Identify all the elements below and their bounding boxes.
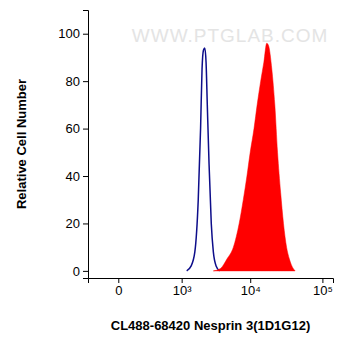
x-tick-label: 10³ — [173, 283, 192, 298]
y-tick: 40 — [66, 169, 88, 184]
y-tick-mark — [83, 34, 88, 35]
y-tick-mark — [83, 271, 88, 272]
chart: WWW.PTGLAB.COM 0 10³ 10⁴ 10⁵ 0 20 40 60 80 100 CL48… — [0, 0, 361, 356]
y-axis: 0 20 40 60 80 100 — [58, 11, 88, 279]
y-tick-label: 100 — [58, 26, 80, 41]
y-tick-label: 80 — [66, 74, 80, 89]
y-tick-mark — [83, 223, 88, 224]
y-tick: 60 — [66, 121, 88, 136]
y-tick-mark — [83, 176, 88, 177]
x-tick-label: 10⁵ — [313, 283, 333, 298]
histogram-line — [187, 48, 220, 271]
watermark: WWW.PTGLAB.COM — [132, 25, 329, 46]
y-tick: 20 — [66, 216, 88, 231]
x-tick-label: 0 — [115, 283, 122, 298]
y-tick: 80 — [66, 74, 88, 89]
y-tick-label: 20 — [66, 216, 80, 231]
x-axis-title: CL488-68420 Nesprin 3(1D1G12) — [111, 318, 310, 333]
x-tick: 10⁴ — [241, 278, 261, 298]
y-tick-label: 40 — [66, 169, 80, 184]
y-tick-mark — [83, 129, 88, 130]
y-axis-line — [83, 11, 89, 279]
x-axis: 0 10³ 10⁴ 10⁵ — [89, 278, 334, 298]
plot-area — [187, 43, 295, 271]
x-tick: 10⁵ — [313, 278, 333, 298]
x-tick: 10³ — [173, 278, 192, 298]
x-tick-label: 10⁴ — [241, 283, 261, 298]
y-axis-title: Relative Cell Number — [14, 79, 29, 209]
histogram-area — [213, 43, 295, 271]
y-tick-mark — [83, 81, 88, 82]
x-tick: 0 — [115, 278, 122, 298]
y-tick-label: 0 — [73, 264, 80, 279]
x-axis-line — [89, 279, 334, 284]
y-tick: 0 — [73, 264, 88, 279]
y-tick: 100 — [58, 26, 88, 41]
y-tick-label: 60 — [66, 121, 80, 136]
